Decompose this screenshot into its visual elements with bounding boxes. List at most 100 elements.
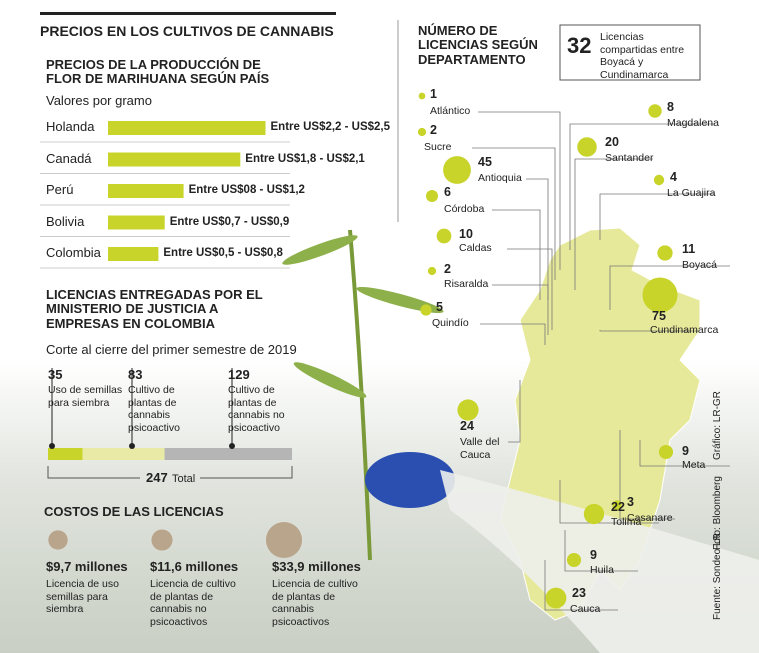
department-name: La Guajira xyxy=(667,188,715,200)
department-bubble xyxy=(577,137,597,157)
price-bar xyxy=(108,184,184,198)
pointer-dot xyxy=(129,443,135,449)
department-bubble xyxy=(659,445,673,459)
department-name: Boyacá xyxy=(682,260,717,272)
department-bubble xyxy=(648,104,661,117)
license-value: 35 xyxy=(48,368,62,382)
department-value: 20 xyxy=(605,136,619,150)
country: Perú xyxy=(46,183,73,197)
shared-value: 32 xyxy=(567,34,591,58)
license-label: Cultivo de plantas de cannabis psicoacti… xyxy=(128,384,206,434)
license-segment xyxy=(165,448,292,460)
license-label: Uso de semillas para siembra xyxy=(48,384,126,409)
total-label: Total xyxy=(172,473,195,485)
department-bubble xyxy=(443,156,471,184)
departments-title: NÚMERO DE LICENCIAS SEGÚN DEPARTAMENTO xyxy=(418,24,558,67)
cost-value: $9,7 millones xyxy=(46,560,128,574)
cost-bubble xyxy=(151,529,172,550)
license-value: 129 xyxy=(228,368,250,382)
department-value: 5 xyxy=(436,301,443,315)
price-label: Entre US$08 - US$1,2 xyxy=(189,184,305,197)
infographic: PRECIOS EN LOS CULTIVOS DE CANNABIS PREC… xyxy=(0,0,759,653)
department-name: Sucre xyxy=(424,142,451,154)
cost-bubble xyxy=(48,530,67,549)
pointer-dot xyxy=(229,443,235,449)
shared-label: Licencias compartidas entre Boyacá y Cun… xyxy=(600,31,698,81)
price-bar xyxy=(108,247,158,261)
leaf xyxy=(280,231,359,270)
department-value: 45 xyxy=(478,156,492,170)
costs-title: COSTOS DE LAS LICENCIAS xyxy=(44,505,224,519)
department-name: Córdoba xyxy=(444,204,484,216)
license-label: Cultivo de plantas de cannabis no psicoa… xyxy=(228,384,306,434)
department-name: Quindío xyxy=(432,318,469,330)
title: PRECIOS EN LOS CULTIVOS DE CANNABIS xyxy=(40,24,334,39)
country: Bolivia xyxy=(46,215,84,229)
department-value: 75 xyxy=(652,310,666,324)
department-value: 2 xyxy=(430,124,437,138)
cost-label: Licencia de cultivo de plantas de cannab… xyxy=(272,578,370,628)
department-value: 22 xyxy=(611,501,625,515)
department-bubble xyxy=(642,277,677,312)
licenses-title: LICENCIAS ENTREGADAS POR EL MINISTERIO D… xyxy=(46,288,286,331)
credit: Gráfico: LR-GR xyxy=(712,391,723,460)
department-name: Antioquia xyxy=(478,173,522,185)
cost-bubble xyxy=(266,522,302,558)
department-value: 24 xyxy=(460,420,474,434)
department-name: Magdalena xyxy=(667,118,719,130)
department-bubble xyxy=(418,128,426,136)
department-name: Huila xyxy=(590,565,614,577)
license-value: 83 xyxy=(128,368,142,382)
cost-value: $11,6 millones xyxy=(150,560,238,574)
price-bar xyxy=(108,153,240,167)
department-value: 2 xyxy=(444,263,451,277)
department-value: 9 xyxy=(682,445,689,459)
department-bubble xyxy=(420,304,431,315)
cost-value: $33,9 millones xyxy=(272,560,361,574)
department-value: 23 xyxy=(572,587,586,601)
total-value: 247 xyxy=(146,471,168,485)
price-label: Entre US$1,8 - US$2,1 xyxy=(245,153,365,166)
country: Canadá xyxy=(46,152,92,166)
leaf xyxy=(355,283,445,318)
country: Holanda xyxy=(46,120,94,134)
department-bubble xyxy=(428,267,436,275)
department-name: Cauca xyxy=(570,604,600,616)
department-value: 1 xyxy=(430,88,437,102)
department-name: Meta xyxy=(682,460,705,472)
department-bubble xyxy=(657,245,672,260)
department-value: 8 xyxy=(667,101,674,115)
department-bubble xyxy=(437,229,452,244)
department-bubble xyxy=(584,504,604,524)
department-name: Caldas xyxy=(459,243,492,255)
title-rule xyxy=(40,12,336,15)
department-bubble xyxy=(457,399,478,420)
department-bubble xyxy=(546,588,567,609)
country: Colombia xyxy=(46,246,101,260)
price-label: Entre US$0,7 - US$0,9 xyxy=(170,216,290,229)
leader-line xyxy=(492,210,540,300)
total-bracket xyxy=(48,466,292,478)
department-value: 4 xyxy=(670,171,677,185)
license-segment xyxy=(48,448,83,460)
department-value: 9 xyxy=(590,549,597,563)
department-name: Valle del Cauca xyxy=(460,436,505,461)
department-bubble xyxy=(426,190,438,202)
pointer-dot xyxy=(49,443,55,449)
department-name: Cundinamarca xyxy=(650,325,718,337)
department-name: Santander xyxy=(605,153,653,165)
cost-label: Licencia de cultivo de plantas de cannab… xyxy=(150,578,248,628)
price-bar xyxy=(108,121,266,135)
department-name: Tolima xyxy=(611,517,641,529)
price-label: Entre US$0,5 - US$0,8 xyxy=(163,247,283,260)
glove xyxy=(365,452,455,508)
department-value: 6 xyxy=(444,186,451,200)
license-segment xyxy=(83,448,165,460)
price-label: Entre US$2,2 - US$2,5 xyxy=(271,121,391,134)
price-bar xyxy=(108,216,165,230)
department-value: 10 xyxy=(459,228,473,242)
department-name: Atlántico xyxy=(430,106,470,118)
department-value: 11 xyxy=(682,243,695,257)
prices-unit: Valores por gramo xyxy=(46,94,152,108)
department-name: Risaralda xyxy=(444,279,488,291)
